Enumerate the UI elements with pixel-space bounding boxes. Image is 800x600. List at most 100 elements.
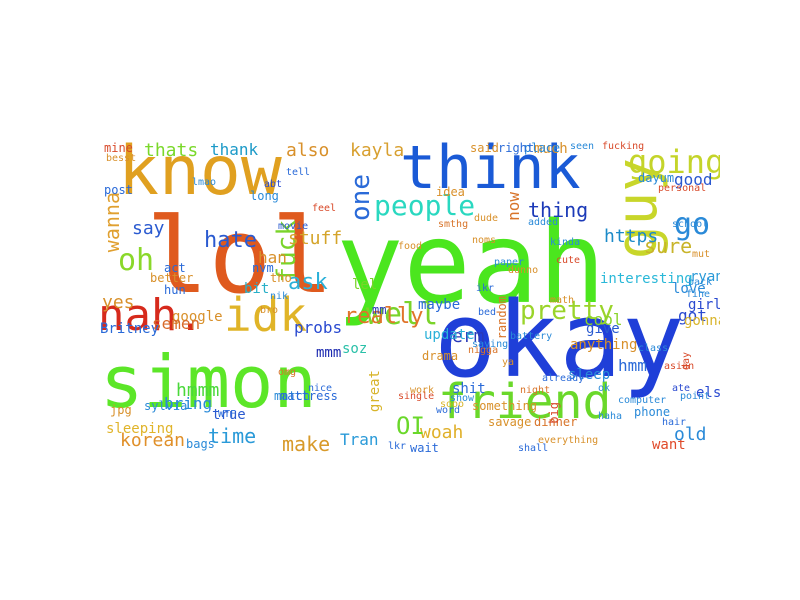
cloud-word: friend: [438, 374, 612, 430]
cloud-word: dude: [474, 213, 499, 224]
cloud-word: nigga: [468, 345, 499, 356]
cloud-word: oh: [118, 243, 155, 278]
cloud-word: wanna: [100, 192, 124, 253]
cloud-word: WTF: [218, 409, 237, 420]
cloud-word: single: [398, 391, 435, 402]
cloud-word: act: [164, 261, 186, 275]
cloud-word: going: [628, 143, 720, 181]
cloud-word: place: [524, 141, 561, 155]
cloud-word: simon: [100, 340, 317, 424]
cloud-word: post: [104, 183, 133, 197]
cloud-word: sylvia: [144, 399, 188, 413]
cloud-word: anything: [570, 337, 638, 353]
cloud-word: sooo: [440, 399, 465, 410]
cloud-word: hmmm: [176, 380, 220, 401]
cloud-word: old: [674, 424, 707, 445]
cloud-word: got: [678, 306, 707, 325]
cloud-word: cool: [584, 310, 623, 329]
cloud-word: woah: [420, 422, 464, 443]
cloud-word: day: [681, 352, 692, 371]
cloud-word: know: [118, 138, 282, 211]
cloud-word: mine: [104, 141, 133, 155]
cloud-word: ya: [502, 357, 515, 368]
cloud-word: interesting: [600, 271, 693, 287]
cloud-word: mut: [692, 249, 711, 260]
cloud-word: probs: [294, 318, 343, 337]
cloud-word: personal: [658, 183, 707, 194]
cloud-word: mmm: [316, 345, 342, 361]
cloud-word: lkr: [388, 441, 407, 452]
cloud-word: phone: [634, 405, 671, 419]
cloud-word: bro: [260, 305, 279, 316]
cloud-word: really: [344, 304, 424, 329]
cloud-word: thank: [210, 140, 259, 159]
cloud-word: haha: [598, 411, 623, 422]
cloud-word: bags: [186, 437, 215, 451]
cloud-word: give: [586, 321, 620, 337]
cloud-word: thing: [528, 198, 589, 222]
cloud-word: much: [534, 141, 568, 157]
cloud-word: tell: [286, 167, 311, 178]
cloud-word: soz: [342, 341, 368, 357]
cloud-word: pretty: [520, 296, 614, 326]
cloud-word: erm: [452, 326, 485, 347]
cloud-word: drama: [422, 349, 459, 363]
cloud-word: tho: [270, 271, 292, 285]
cloud-word: Tran: [340, 430, 379, 449]
cloud-word: else: [696, 385, 720, 401]
cloud-word: make: [282, 432, 331, 456]
cloud-word: food: [398, 241, 423, 252]
cloud-word: nah.: [98, 290, 204, 341]
cloud-word: nice: [308, 383, 333, 394]
cloud-word: match: [274, 389, 311, 403]
cloud-word: idea: [436, 185, 465, 199]
cloud-word: ate: [672, 383, 691, 394]
cloud-word: update: [424, 327, 475, 343]
cloud-word: lel: [352, 277, 378, 293]
cloud-word: everything: [538, 435, 599, 446]
cloud-word: say: [132, 218, 165, 239]
cloud-word: mm: [372, 303, 387, 317]
cloud-word: https: [604, 226, 659, 247]
cloud-word: now: [504, 192, 523, 221]
cloud-word: idk: [224, 288, 308, 342]
cloud-word: hmm: [618, 356, 647, 375]
cloud-word: maybe: [418, 297, 461, 313]
cloud-word: random: [495, 296, 509, 340]
cloud-word: cute: [556, 255, 581, 266]
cloud-word: go: [674, 207, 711, 242]
cloud-word: right: [498, 141, 535, 155]
cloud-word: said: [470, 141, 499, 155]
cloud-word: ask: [288, 270, 328, 295]
cloud-word: dinner: [534, 415, 578, 429]
cloud-word: bring: [164, 394, 213, 413]
cloud-word: fucking: [602, 141, 645, 152]
cloud-word: yeah: [336, 199, 606, 329]
cloud-word: time: [208, 424, 257, 448]
cloud-word: omg: [278, 367, 297, 378]
cloud-word: noms: [472, 235, 497, 246]
cloud-word: hun: [164, 283, 186, 297]
cloud-word: back: [688, 277, 713, 288]
cloud-word: better: [150, 271, 194, 285]
cloud-word: paper: [494, 257, 525, 268]
cloud-word: korean: [120, 430, 186, 451]
cloud-word: dayum: [638, 171, 675, 185]
cloud-word: OI: [396, 412, 425, 440]
cloud-word: love: [672, 281, 706, 297]
cloud-word: computer: [618, 395, 667, 406]
cloud-word: nvm: [252, 261, 274, 275]
cloud-word: saying: [472, 339, 509, 350]
cloud-word: shit: [452, 381, 486, 397]
cloud-word: gonna: [684, 313, 720, 329]
cloud-word: smthg: [438, 219, 469, 230]
cloud-word: something: [472, 399, 538, 413]
cloud-word: abt: [264, 179, 283, 190]
cloud-word: stuff: [288, 228, 343, 249]
cloud-word: lol: [146, 195, 334, 317]
cloud-word: point: [680, 391, 711, 402]
cloud-word: good: [674, 170, 713, 189]
cloud-word: sleeping: [106, 421, 174, 437]
cloud-word: true: [212, 407, 246, 423]
cloud-word: fine: [686, 289, 711, 300]
